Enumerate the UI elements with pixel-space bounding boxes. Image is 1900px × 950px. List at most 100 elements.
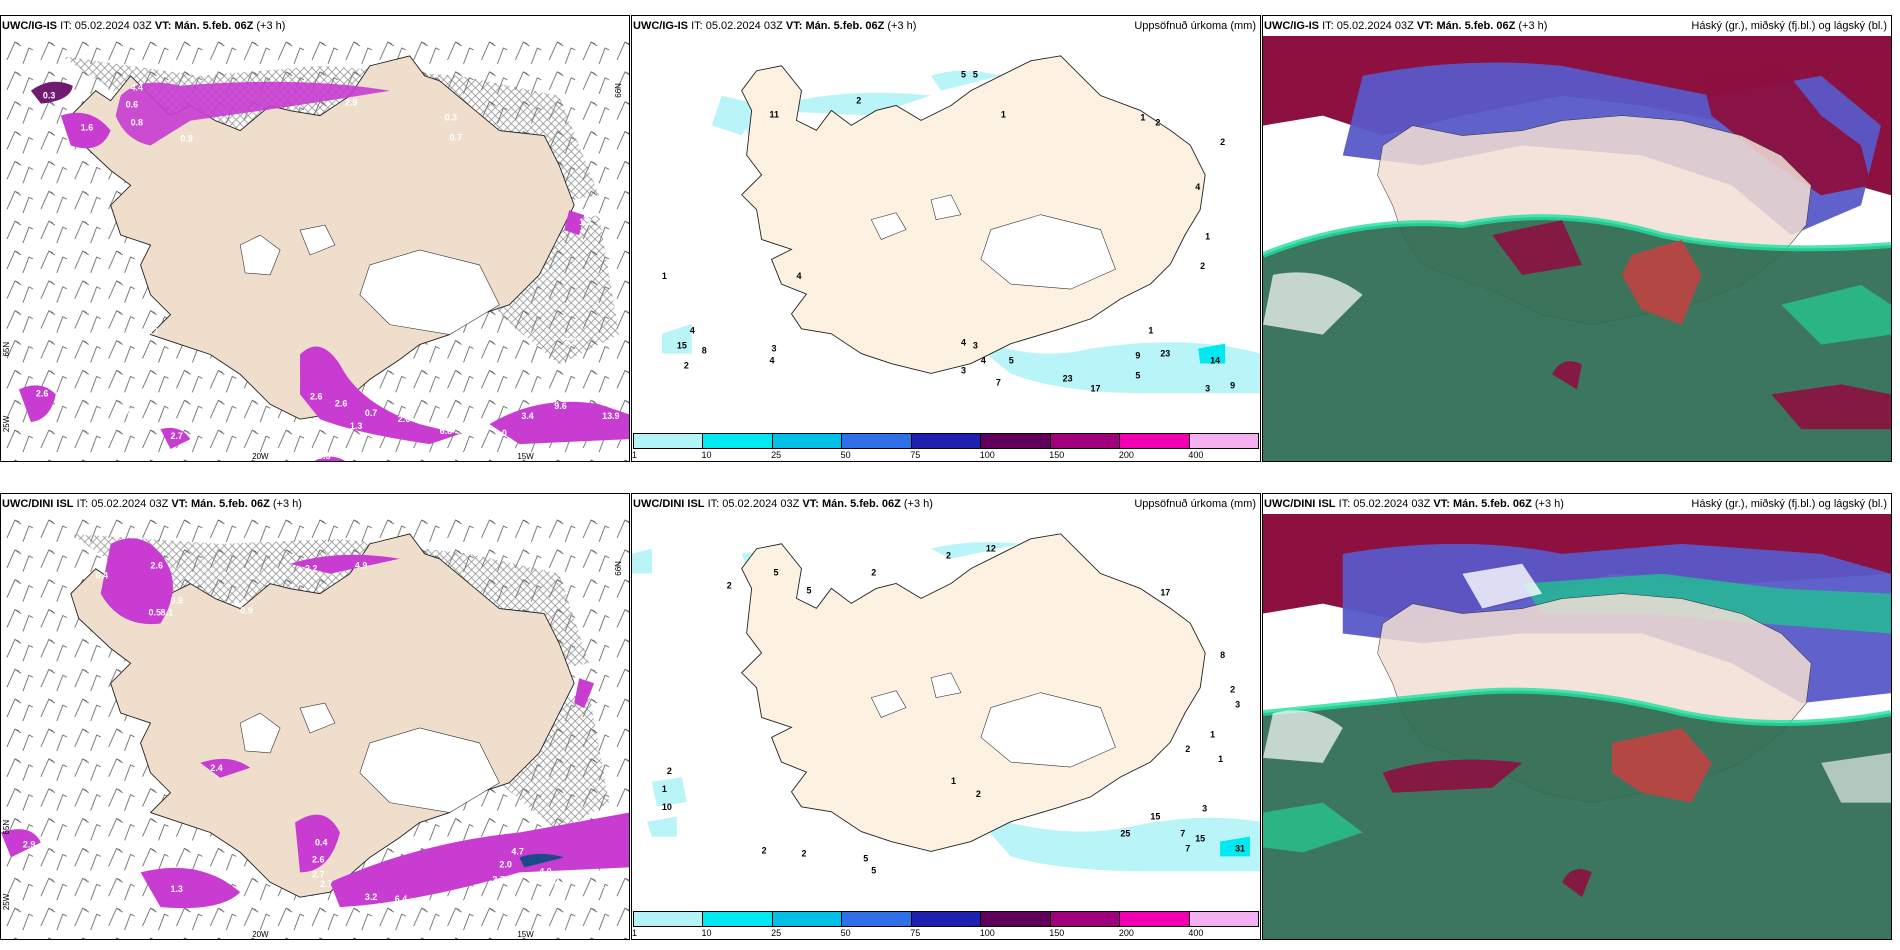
lat-label: 65N	[2, 820, 11, 835]
precip-value: 2	[684, 361, 689, 371]
precip-value: 14	[1210, 356, 1220, 366]
panel-wind-iceland-r1: UWC/IG-IS IT: 05.02.2024 03Z VT: Mán. 5.…	[0, 15, 630, 462]
wind-value: 3.4	[521, 411, 533, 421]
legend-tick: 200	[1118, 450, 1134, 460]
precip-value: 3	[961, 365, 966, 375]
precip-value: 2	[856, 96, 861, 106]
wind-value: 2.6	[310, 391, 322, 401]
wind-value: 1.6	[81, 123, 93, 133]
precip-value: 1	[1148, 326, 1153, 336]
legend-tick: 100	[979, 928, 995, 938]
precip-legend: 1 10 25 50 75 100 150 200 400	[632, 433, 1259, 461]
legend-swatch	[1120, 912, 1190, 926]
panel-clouds-r1: UWC/IG-IS IT: 05.02.2024 03Z VT: Mán. 5.…	[1262, 15, 1892, 462]
panel-title: UWC/DINI ISL IT: 05.02.2024 03Z VT: Mán.…	[632, 494, 1260, 514]
wind-value: 2.9	[23, 839, 35, 849]
precip-value: 1	[1218, 754, 1223, 764]
lon-label: 20W	[252, 930, 269, 939]
precip-value: 3	[772, 344, 777, 354]
legend-tick: 1	[632, 450, 638, 460]
legend-tick: 25	[771, 450, 782, 460]
precip-value: 2	[1230, 685, 1235, 695]
wind-value: 0.9	[180, 134, 192, 144]
lat-label: 66N	[614, 561, 623, 576]
precip-value: 8	[702, 346, 707, 356]
legend-tick: 1	[632, 928, 638, 938]
wind-map: 0.3 4.4 0.6 0.8 2.9 0.7 0.3 1.6 0.9 2.6 …	[1, 36, 629, 461]
precip-value: 5	[863, 853, 868, 863]
panel-precip-r1: UWC/IG-IS IT: 05.02.2024 03Z VT: Mán. 5.…	[631, 15, 1261, 462]
precip-value: 23	[1063, 373, 1073, 383]
wind-value: 0.6	[131, 391, 143, 401]
legend-swatch	[703, 434, 773, 448]
legend-swatch	[842, 912, 912, 926]
wind-value: 3.2	[365, 892, 377, 902]
precip-value: 5	[961, 70, 966, 80]
precip-value: 5	[806, 585, 811, 595]
wind-value: 6.4	[395, 894, 407, 904]
legend-tick: 75	[910, 450, 921, 460]
cloud-map	[1263, 514, 1891, 939]
precip-map: 12 2 2 5 5 2 17 8 2 3 1 2 1 10 2 2 5 5 1…	[632, 514, 1260, 911]
precip-value: 1	[1001, 109, 1006, 119]
legend-swatch	[911, 912, 982, 926]
legend-swatch	[1189, 434, 1258, 448]
panel-field-name: Háský (gr.), miðský (fj.bl.) og lágský (…	[1691, 498, 1887, 510]
precip-value: 9	[1230, 380, 1235, 390]
panel-title: UWC/DINI ISL IT: 05.02.2024 03Z VT: Mán.…	[1, 494, 629, 514]
wind-value: 0.8	[131, 118, 143, 128]
precip-value: 11	[770, 109, 779, 119]
precip-value: 2	[1185, 744, 1190, 754]
lat-label: 66N	[614, 83, 623, 98]
wind-value: 4.0	[539, 866, 551, 876]
legend-swatch	[1189, 912, 1258, 926]
precip-value: 10	[662, 802, 672, 812]
precip-value: 17	[1091, 383, 1101, 393]
wind-value: 2.7	[312, 869, 324, 879]
precip-value: 4	[981, 356, 986, 366]
precip-value: 15	[1150, 812, 1160, 822]
precip-value: 5	[1009, 356, 1014, 366]
wind-map: 0.4 2.6 0.9 0.5 0.9 2.6 2.7 4.9 2.2 0.4 …	[1, 514, 629, 939]
lat-label: 65N	[2, 342, 11, 357]
precip-value: 2	[1200, 261, 1205, 271]
legend-tick: 50	[840, 928, 851, 938]
precip-value: 7	[1185, 843, 1190, 853]
legend-tick: 150	[1049, 450, 1065, 460]
legend-swatch	[1050, 912, 1121, 926]
wind-value: 2.9	[345, 98, 357, 108]
precip-value: 1	[662, 784, 667, 794]
legend-tick: 100	[979, 450, 995, 460]
legend-tick: 150	[1049, 928, 1065, 938]
precip-value: 3	[1205, 383, 1210, 393]
precip-value: 4	[690, 326, 695, 336]
panel-title: UWC/IG-IS IT: 05.02.2024 03Z VT: Mán. 5.…	[632, 16, 1260, 36]
wind-value: 2.6	[312, 854, 324, 864]
wind-value: 0.3	[43, 91, 55, 101]
wind-value: 0.7	[365, 408, 377, 418]
wind-value: 0.5	[149, 608, 161, 618]
precip-map: 5 5 2 1 11 4 1 2 4 2 1 15 8 2 4 3 4 3 4 …	[632, 36, 1260, 433]
precip-value: 15	[1195, 834, 1205, 844]
panel-precip-r2: UWC/DINI ISL IT: 05.02.2024 03Z VT: Mán.…	[631, 493, 1261, 940]
precip-value: 5	[973, 70, 978, 80]
wind-value: 2.0	[499, 859, 511, 869]
wind-value: 4.7	[511, 846, 523, 856]
wind-value: 4.4	[131, 83, 143, 93]
precip-value: 4	[961, 338, 966, 348]
precip-value: 1	[1210, 729, 1215, 739]
wind-value: 0.5	[318, 451, 330, 461]
wind-value: 2.4	[210, 763, 222, 773]
panel-title: UWC/DINI ISL IT: 05.02.2024 03Z VT: Mán.…	[1263, 494, 1891, 514]
legend-swatch	[911, 434, 982, 448]
wind-value: 2.6	[398, 414, 410, 424]
precip-value: 12	[986, 544, 996, 554]
wind-value: 0.9	[240, 606, 252, 616]
panel-title: UWC/IG-IS IT: 05.02.2024 03Z VT: Mán. 5.…	[1263, 16, 1891, 36]
precip-value: 1	[951, 776, 956, 786]
panel-wind-iceland-r2: UWC/DINI ISL IT: 05.02.2024 03Z VT: Mán.…	[0, 493, 630, 940]
precip-value: 2	[801, 848, 806, 858]
precip-value: 5	[871, 865, 876, 875]
panel-clouds-r2: UWC/DINI ISL IT: 05.02.2024 03Z VT: Mán.…	[1262, 493, 1892, 940]
lon-label: 20W	[252, 452, 269, 461]
